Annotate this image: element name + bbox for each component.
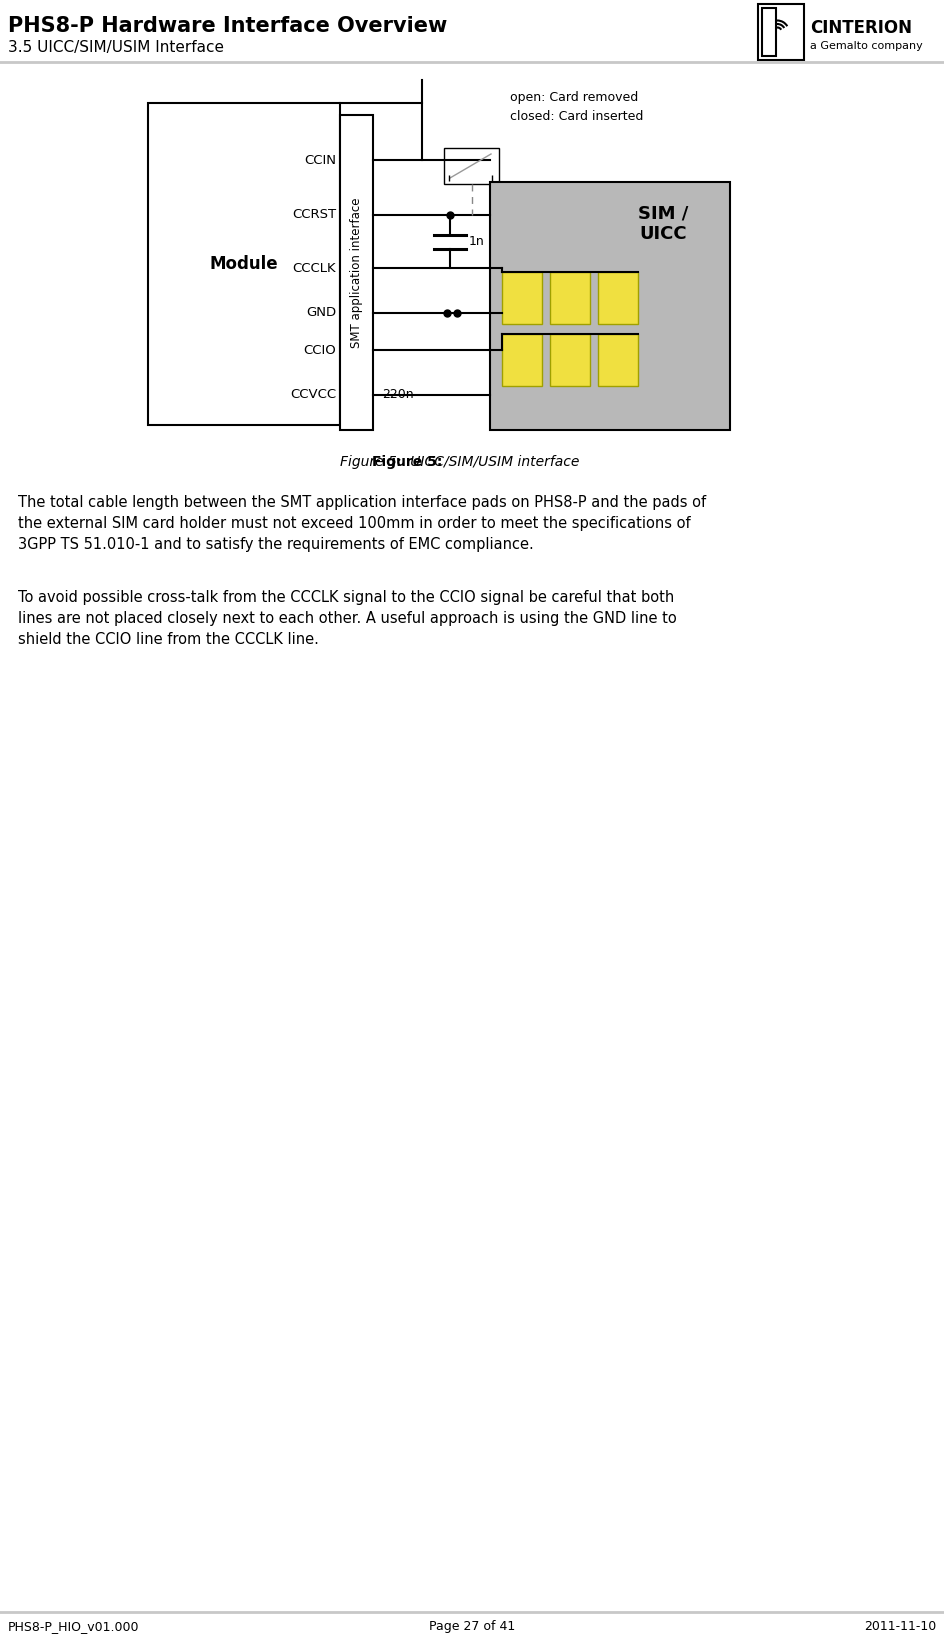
Bar xyxy=(490,182,730,430)
Text: a Gemalto company: a Gemalto company xyxy=(810,41,922,51)
Text: CINTERION: CINTERION xyxy=(810,20,912,38)
Bar xyxy=(762,8,776,56)
Bar xyxy=(758,3,804,61)
Text: SMT application interface: SMT application interface xyxy=(350,198,363,348)
Text: CCRST: CCRST xyxy=(292,208,336,221)
Bar xyxy=(598,272,638,324)
Text: CCIN: CCIN xyxy=(304,154,336,167)
Text: CCCLK: CCCLK xyxy=(293,262,336,275)
Bar xyxy=(444,147,499,183)
Text: Figure 5:: Figure 5: xyxy=(372,455,443,470)
Text: PHS8-P_HIO_v01.000
Confidential / Released: PHS8-P_HIO_v01.000 Confidential / Releas… xyxy=(8,1620,153,1636)
Text: To avoid possible cross-talk from the CCCLK signal to the CCIO signal be careful: To avoid possible cross-talk from the CC… xyxy=(18,591,677,646)
Bar xyxy=(550,272,590,324)
Bar xyxy=(500,191,600,267)
Text: SIM /
UICC: SIM / UICC xyxy=(637,204,688,244)
Text: 1n: 1n xyxy=(469,236,485,249)
Text: CCVCC: CCVCC xyxy=(290,388,336,401)
Bar xyxy=(340,115,373,430)
Text: The total cable length between the SMT application interface pads on PHS8-P and : The total cable length between the SMT a… xyxy=(18,496,706,551)
Text: Module: Module xyxy=(210,255,278,273)
Text: Figure 5:  UICC/SIM/USIM interface: Figure 5: UICC/SIM/USIM interface xyxy=(341,455,580,470)
Bar xyxy=(502,272,542,324)
Text: PHS8-P Hardware Interface Overview: PHS8-P Hardware Interface Overview xyxy=(8,16,447,36)
Text: GND: GND xyxy=(306,306,336,319)
Bar xyxy=(598,334,638,386)
Bar xyxy=(148,103,340,425)
Bar xyxy=(550,334,590,386)
Text: 3.5 UICC/SIM/USIM Interface: 3.5 UICC/SIM/USIM Interface xyxy=(8,39,224,56)
Text: 220n: 220n xyxy=(382,388,413,401)
Text: CCIO: CCIO xyxy=(303,344,336,357)
Text: closed: Card inserted: closed: Card inserted xyxy=(510,110,644,123)
Bar xyxy=(502,334,542,386)
Text: 2011-11-10: 2011-11-10 xyxy=(864,1620,936,1633)
Text: open: Card removed: open: Card removed xyxy=(510,92,638,105)
Text: Page 27 of 41: Page 27 of 41 xyxy=(429,1620,515,1633)
